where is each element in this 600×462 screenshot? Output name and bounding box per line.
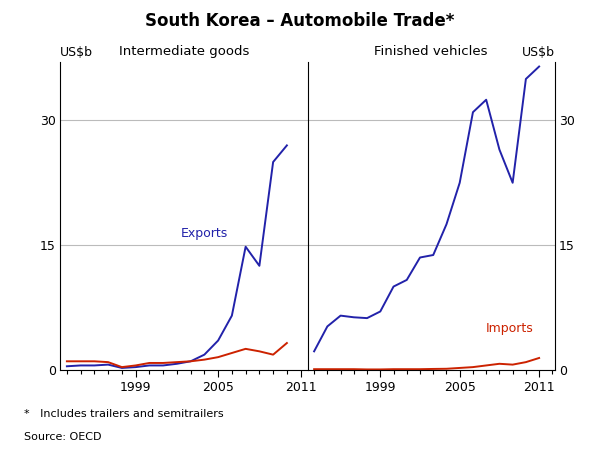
Text: *   Includes trailers and semitrailers: * Includes trailers and semitrailers (24, 409, 224, 419)
Title: Finished vehicles: Finished vehicles (374, 45, 488, 58)
Text: US$b: US$b (60, 46, 93, 59)
Title: Intermediate goods: Intermediate goods (119, 45, 249, 58)
Text: US$b: US$b (522, 46, 555, 59)
Text: Source: OECD: Source: OECD (24, 432, 101, 442)
Text: Exports: Exports (181, 227, 228, 240)
Text: South Korea – Automobile Trade*: South Korea – Automobile Trade* (145, 12, 455, 30)
Text: Imports: Imports (486, 322, 534, 335)
